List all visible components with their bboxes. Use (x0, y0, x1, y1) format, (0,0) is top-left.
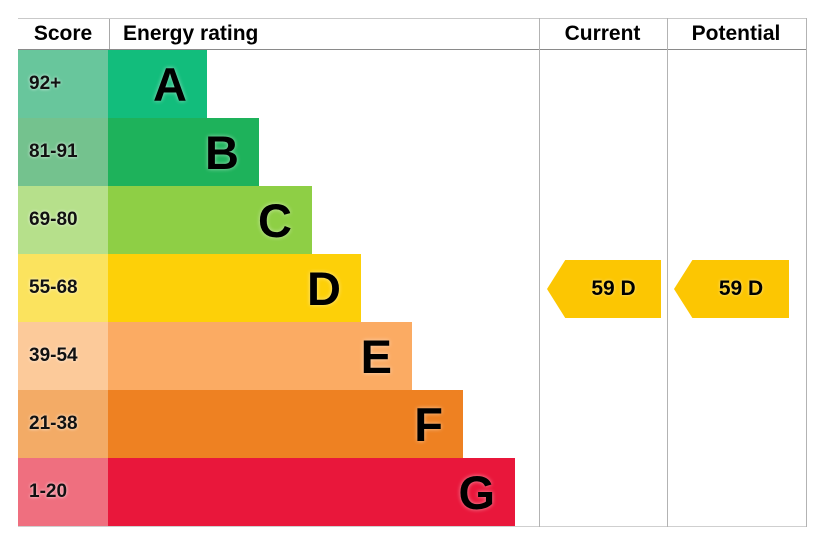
grade-bar-c: C (108, 186, 312, 254)
rating-rows: 92+ A 81-91 B 69-80 C 55-68 D 39-54 E 21-38 F 1-20 G (18, 50, 539, 526)
grade-bar-e: E (108, 322, 412, 390)
rating-row-g: 1-20 G (18, 458, 539, 526)
current-column-header: Current (564, 22, 641, 45)
rating-row-f: 21-38 F (18, 390, 539, 458)
score-range-d: 55-68 (18, 254, 108, 322)
rating-row-c: 69-80 C (18, 186, 539, 254)
header-top-border (18, 18, 806, 19)
potential-rating-label: 59 D (718, 277, 764, 300)
potential-column (666, 18, 807, 527)
current-column (539, 18, 668, 527)
table-bottom-border (18, 526, 806, 527)
score-range-a: 92+ (18, 50, 108, 118)
grade-bar-b: B (108, 118, 259, 186)
grade-bar-g: G (108, 458, 515, 526)
energy-rating-column-header: Energy rating (109, 19, 553, 49)
current-rating-arrow: 59 D (547, 260, 661, 318)
grade-bar-f: F (108, 390, 463, 458)
score-range-f: 21-38 (18, 390, 108, 458)
score-column-header: Score (33, 22, 93, 45)
score-range-g: 1-20 (18, 458, 108, 526)
potential-column-header: Potential (691, 22, 781, 45)
grade-bar-d: D (108, 254, 361, 322)
grade-bar-a: A (108, 50, 207, 118)
potential-rating-arrow: 59 D (674, 260, 789, 318)
score-range-b: 81-91 (18, 118, 108, 186)
score-range-c: 69-80 (18, 186, 108, 254)
rating-row-b: 81-91 B (18, 118, 539, 186)
header-bottom-border (18, 49, 806, 50)
rating-row-d: 55-68 D (18, 254, 539, 322)
current-rating-label: 59 D (591, 277, 636, 300)
rating-row-a: 92+ A (18, 50, 539, 118)
score-range-e: 39-54 (18, 322, 108, 390)
rating-row-e: 39-54 E (18, 322, 539, 390)
